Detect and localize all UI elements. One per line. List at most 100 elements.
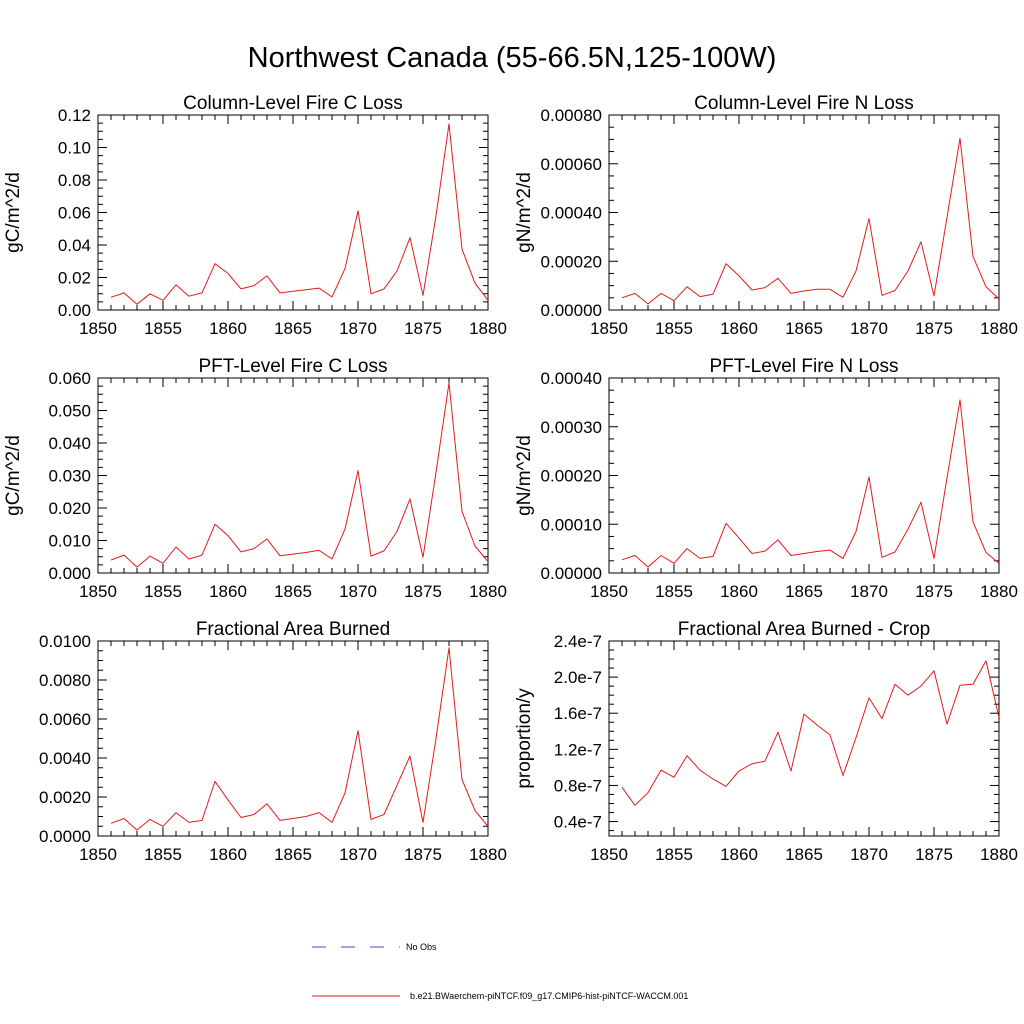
x-tick-label: 1870 (850, 582, 888, 601)
x-tick-label: 1880 (469, 319, 507, 338)
y-tick-label: 0.00030 (541, 418, 602, 437)
y-tick-label: 0.8e-7 (554, 776, 602, 795)
panel-title: PFT-Level Fire C Loss (199, 356, 388, 377)
y-tick-label: 0.00080 (541, 106, 602, 125)
panel-title: PFT-Level Fire N Loss (710, 356, 899, 377)
plot-frame (97, 377, 489, 574)
x-tick-label: 1870 (339, 319, 377, 338)
y-tick-label: 0.00040 (541, 369, 602, 388)
y-tick-label: 0.00020 (541, 467, 602, 486)
legend-label-model-run: b.e21.BWaerchem-piNTCF.f09_g17.CMIP6-his… (410, 991, 688, 1001)
x-tick-label: 1850 (79, 319, 117, 338)
x-tick-label: 1860 (209, 845, 247, 864)
x-tick-label: 1865 (274, 582, 312, 601)
y-tick-label: 0.0080 (39, 671, 91, 690)
y-tick-label: 0.050 (48, 402, 91, 421)
y-axis-label: gN/m^2/d (514, 435, 535, 516)
x-tick-label: 1865 (785, 319, 823, 338)
y-tick-label: 0.0000 (39, 827, 91, 846)
panel-title: Column-Level Fire C Loss (183, 93, 403, 114)
panels-grid: 1850 1855 1860 1865 1870 1875 1880 0.00 0.02 0.04… (3, 93, 1018, 864)
x-tick-label: 1855 (655, 845, 693, 864)
legend: No Obs b.e21.BWaerchem-piNTCF.f09_g17.CM… (312, 942, 688, 1001)
x-tick-label: 1855 (655, 319, 693, 338)
x-tick-label: 1875 (915, 582, 953, 601)
y-tick-label: 0.4e-7 (554, 813, 602, 832)
panel-4: 1850 1855 1860 1865 1870 1875 1880 0.00000 0.000… (514, 356, 1018, 601)
y-axis-label: gN/m^2/d (514, 172, 535, 253)
y-tick-label: 0.030 (48, 467, 91, 486)
x-tick-label: 1865 (274, 319, 312, 338)
panel-5: 1850 1855 1860 1865 1870 1875 1880 0.0000 0.0020… (39, 619, 507, 864)
y-tick-label: 0.020 (48, 499, 91, 518)
x-tick-label: 1880 (469, 582, 507, 601)
series-line-1 (621, 660, 1000, 806)
y-tick-label: 0.00010 (541, 515, 602, 534)
y-tick-label: 0.0040 (39, 749, 91, 768)
x-tick-label: 1875 (404, 319, 442, 338)
y-axis-label: gC/m^2/d (3, 172, 24, 253)
x-tick-label: 1855 (144, 845, 182, 864)
x-tick-label: 1850 (590, 845, 628, 864)
plot-frame (608, 114, 1000, 311)
x-tick-label: 1870 (339, 582, 377, 601)
x-tick-label: 1865 (785, 582, 823, 601)
x-tick-label: 1860 (720, 845, 758, 864)
series-line-1 (110, 123, 489, 305)
y-tick-label: 0.02 (58, 269, 91, 288)
x-tick-label: 1850 (590, 582, 628, 601)
figure-title: Northwest Canada (55-66.5N,125-100W) (248, 42, 777, 74)
y-tick-label: 0.00020 (541, 252, 602, 271)
x-tick-label: 1875 (915, 319, 953, 338)
y-tick-label: 0.0100 (39, 632, 91, 651)
x-tick-label: 1875 (404, 845, 442, 864)
y-tick-label: 0.00000 (541, 564, 602, 583)
panel-2: 1850 1855 1860 1865 1870 1875 1880 0.00000 0.000… (514, 93, 1018, 338)
y-tick-label: 1.6e-7 (554, 704, 602, 723)
x-tick-label: 1855 (655, 582, 693, 601)
x-tick-label: 1850 (79, 582, 117, 601)
x-tick-label: 1870 (339, 845, 377, 864)
y-tick-label: 0.06 (58, 204, 91, 223)
x-tick-label: 1880 (980, 582, 1018, 601)
x-tick-label: 1860 (720, 582, 758, 601)
y-tick-label: 1.2e-7 (554, 740, 602, 759)
series-line-1 (110, 382, 489, 568)
x-tick-label: 1870 (850, 845, 888, 864)
y-tick-label: 0.040 (48, 434, 91, 453)
y-tick-label: 0.08 (58, 171, 91, 190)
x-tick-label: 1875 (404, 582, 442, 601)
y-tick-label: 2.0e-7 (554, 668, 602, 687)
x-tick-label: 1850 (590, 319, 628, 338)
y-tick-label: 0.0020 (39, 788, 91, 807)
y-tick-label: 0.04 (58, 236, 91, 255)
legend-label-no-obs: No Obs (406, 942, 437, 952)
x-tick-label: 1850 (79, 845, 117, 864)
y-axis-label: gC/m^2/d (3, 435, 24, 516)
y-tick-label: 0.060 (48, 369, 91, 388)
x-tick-label: 1860 (209, 582, 247, 601)
panel-title: Fractional Area Burned - Crop (678, 619, 930, 640)
y-tick-label: 0.00040 (541, 204, 602, 223)
y-tick-label: 0.00 (58, 301, 91, 320)
panel-1: 1850 1855 1860 1865 1870 1875 1880 0.00 0.02 0.04… (3, 93, 507, 338)
x-tick-label: 1875 (915, 845, 953, 864)
y-tick-label: 0.10 (58, 139, 91, 158)
y-tick-label: 0.0060 (39, 710, 91, 729)
plot-frame (608, 640, 1000, 837)
y-tick-label: 2.4e-7 (554, 632, 602, 651)
series-line-1 (621, 137, 1000, 305)
x-tick-label: 1870 (850, 319, 888, 338)
panel-title: Fractional Area Burned (196, 619, 390, 640)
y-tick-label: 0.12 (58, 106, 91, 125)
panel-3: 1850 1855 1860 1865 1870 1875 1880 0.000 0.010 0.… (3, 356, 507, 601)
x-tick-label: 1855 (144, 582, 182, 601)
x-tick-label: 1880 (469, 845, 507, 864)
x-tick-label: 1860 (209, 319, 247, 338)
y-tick-label: 0.000 (48, 564, 91, 583)
y-tick-label: 0.010 (48, 532, 91, 551)
y-axis-label: proportion/y (514, 688, 535, 789)
plot-frame (97, 640, 489, 837)
y-tick-label: 0.00000 (541, 301, 602, 320)
